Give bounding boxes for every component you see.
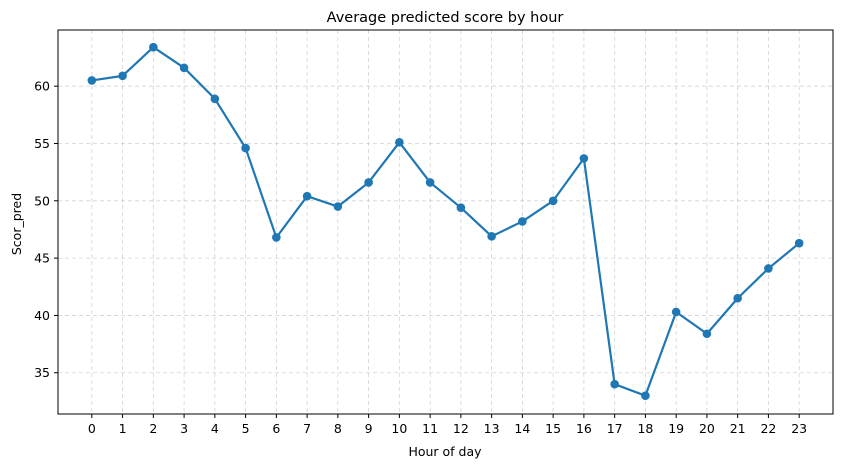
data-point <box>395 138 404 147</box>
data-point <box>87 76 97 85</box>
x-tick-label: 20 <box>699 421 715 436</box>
x-tick-label: 19 <box>668 421 684 436</box>
x-tick-label: 7 <box>303 421 311 436</box>
x-tick-label: 14 <box>514 421 530 436</box>
y-axis-label: Scor_pred <box>9 193 24 255</box>
axis-ticks: 0 1 2 3 4 5 6 7 8 9 10 11 12 13 14 15 16 17 18 19 20 21 22 2335… <box>34 79 807 436</box>
data-point <box>272 233 281 242</box>
data-point <box>364 178 373 187</box>
x-tick-label: 15 <box>545 421 561 436</box>
x-tick-label: 10 <box>391 421 407 436</box>
data-series <box>87 42 804 400</box>
data-point <box>425 178 435 187</box>
x-tick-label: 3 <box>180 421 188 436</box>
data-point <box>733 293 742 303</box>
data-point <box>610 379 619 389</box>
x-tick-label: 17 <box>607 421 623 436</box>
data-point <box>702 329 712 339</box>
y-tick-label: 45 <box>34 251 50 266</box>
data-point <box>210 94 220 104</box>
x-tick-label: 2 <box>149 421 157 436</box>
y-tick-label: 60 <box>34 79 50 94</box>
data-point <box>579 154 589 163</box>
y-tick-label: 35 <box>34 365 50 380</box>
x-axis-label: Hour of day <box>408 444 482 459</box>
data-point <box>487 232 496 241</box>
x-tick-label: 18 <box>637 421 653 436</box>
data-point <box>548 196 558 206</box>
x-tick-label: 1 <box>119 421 127 436</box>
data-point <box>518 217 527 226</box>
x-tick-label: 21 <box>730 421 746 436</box>
x-tick-label: 4 <box>211 421 219 436</box>
chart-title: Average predicted score by hour <box>327 10 564 26</box>
data-point <box>794 238 804 248</box>
x-tick-label: 16 <box>576 421 592 436</box>
data-point <box>302 191 312 201</box>
x-tick-label: 8 <box>334 421 342 436</box>
y-tick-label: 40 <box>34 308 50 323</box>
data-point <box>456 203 466 212</box>
data-point <box>149 42 158 52</box>
data-point <box>179 63 189 73</box>
data-point <box>641 391 650 400</box>
x-tick-label: 12 <box>453 421 469 436</box>
data-point <box>118 71 127 81</box>
grid <box>58 30 833 414</box>
data-point <box>671 307 681 317</box>
series-line <box>90 46 801 397</box>
x-tick-label: 23 <box>791 421 807 436</box>
x-tick-label: 5 <box>242 421 250 436</box>
data-point <box>333 202 343 211</box>
data-point <box>764 264 773 273</box>
data-point <box>241 143 250 153</box>
x-tick-label: 13 <box>484 421 500 436</box>
x-tick-label: 0 <box>88 421 96 436</box>
plot-area-frame <box>57 29 834 415</box>
y-tick-label: 50 <box>34 193 50 208</box>
y-tick-label: 55 <box>34 136 50 151</box>
x-tick-label: 11 <box>422 421 438 436</box>
x-tick-label: 22 <box>760 421 776 436</box>
x-tick-label: 6 <box>272 421 280 436</box>
x-tick-label: 9 <box>365 421 373 436</box>
